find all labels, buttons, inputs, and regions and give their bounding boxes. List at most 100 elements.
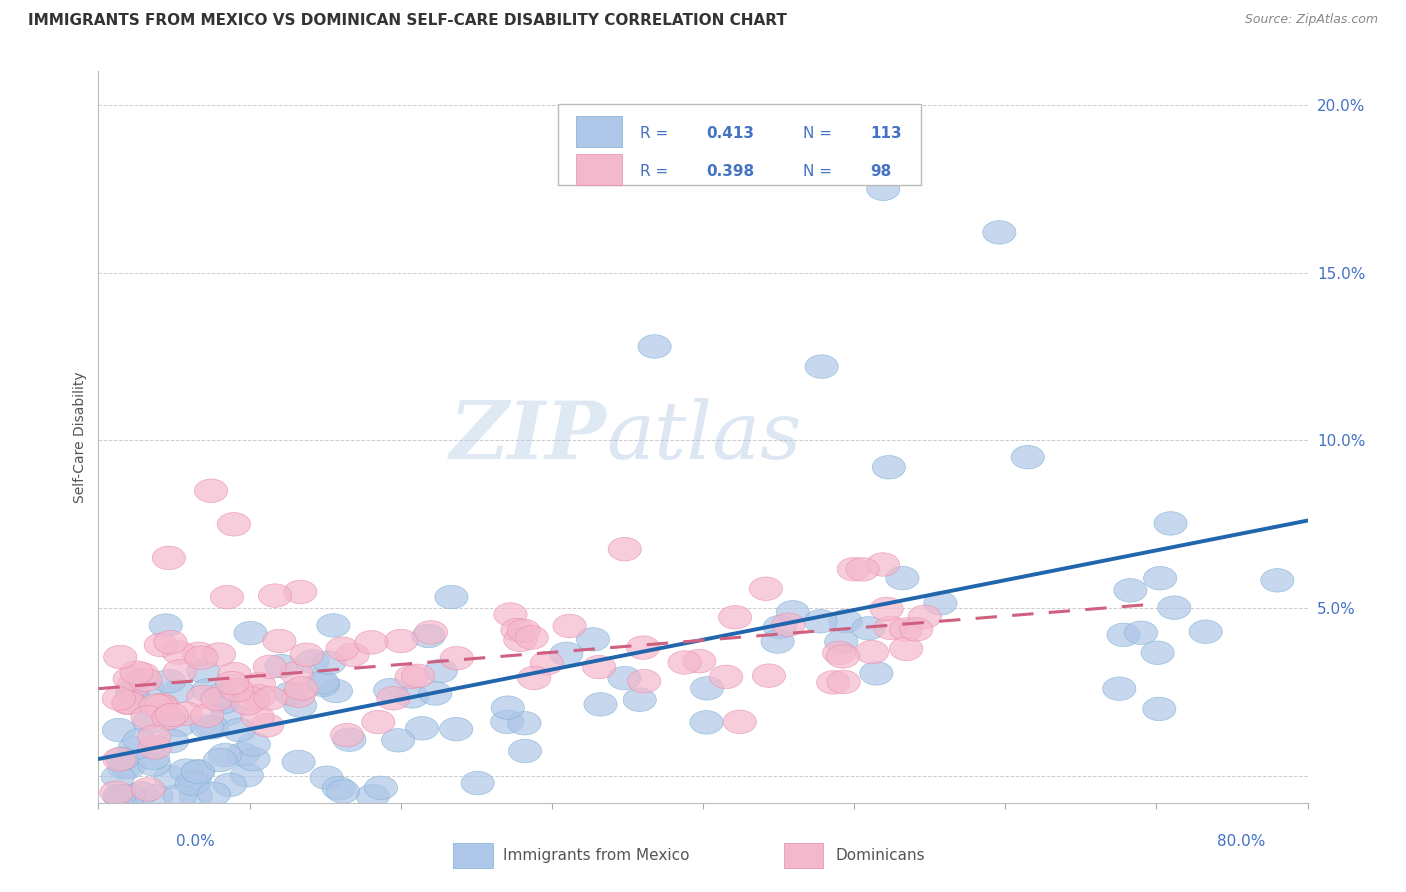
Ellipse shape: [132, 710, 166, 734]
Ellipse shape: [852, 616, 884, 640]
Ellipse shape: [152, 546, 186, 570]
Ellipse shape: [364, 776, 398, 799]
Ellipse shape: [208, 743, 242, 767]
Ellipse shape: [710, 665, 742, 689]
Ellipse shape: [101, 765, 135, 789]
Text: 113: 113: [870, 126, 901, 141]
Ellipse shape: [405, 716, 439, 740]
Ellipse shape: [582, 656, 616, 679]
Ellipse shape: [718, 606, 752, 629]
Ellipse shape: [243, 685, 276, 708]
Ellipse shape: [804, 609, 837, 633]
Ellipse shape: [761, 630, 794, 653]
Ellipse shape: [491, 710, 524, 733]
Ellipse shape: [117, 673, 150, 698]
Ellipse shape: [749, 577, 783, 600]
Ellipse shape: [236, 747, 270, 771]
Text: atlas: atlas: [606, 399, 801, 475]
Ellipse shape: [190, 704, 224, 727]
Ellipse shape: [186, 646, 218, 670]
Ellipse shape: [530, 651, 564, 675]
Ellipse shape: [240, 705, 274, 729]
Ellipse shape: [908, 605, 942, 629]
Ellipse shape: [1011, 445, 1045, 469]
Ellipse shape: [583, 693, 617, 716]
Ellipse shape: [827, 645, 859, 668]
Ellipse shape: [125, 781, 157, 805]
Ellipse shape: [855, 640, 889, 664]
Text: 98: 98: [870, 164, 891, 179]
Ellipse shape: [197, 782, 231, 805]
Ellipse shape: [295, 649, 329, 673]
Ellipse shape: [111, 691, 145, 714]
Ellipse shape: [361, 710, 395, 734]
Y-axis label: Self-Care Disability: Self-Care Disability: [73, 371, 87, 503]
Text: Source: ZipAtlas.com: Source: ZipAtlas.com: [1244, 13, 1378, 27]
Ellipse shape: [131, 706, 165, 729]
Text: R =: R =: [640, 164, 673, 179]
Ellipse shape: [153, 631, 187, 654]
Ellipse shape: [145, 695, 179, 718]
Ellipse shape: [103, 784, 136, 808]
Text: R =: R =: [640, 126, 673, 141]
Ellipse shape: [115, 680, 149, 704]
Ellipse shape: [354, 631, 388, 654]
Ellipse shape: [169, 702, 202, 725]
Ellipse shape: [1125, 621, 1157, 645]
Ellipse shape: [356, 784, 389, 808]
Ellipse shape: [259, 584, 291, 607]
FancyBboxPatch shape: [576, 154, 621, 185]
Ellipse shape: [1143, 566, 1177, 590]
Ellipse shape: [138, 736, 172, 759]
FancyBboxPatch shape: [576, 116, 621, 146]
Ellipse shape: [508, 619, 540, 642]
Ellipse shape: [837, 558, 870, 581]
Ellipse shape: [162, 680, 194, 703]
Ellipse shape: [274, 681, 307, 706]
Ellipse shape: [236, 687, 270, 711]
Ellipse shape: [312, 651, 346, 674]
Ellipse shape: [668, 651, 702, 674]
Ellipse shape: [152, 669, 186, 693]
Ellipse shape: [776, 600, 810, 624]
Ellipse shape: [285, 677, 318, 700]
Ellipse shape: [491, 696, 524, 720]
Ellipse shape: [226, 743, 260, 766]
Ellipse shape: [284, 580, 316, 604]
Ellipse shape: [509, 739, 541, 763]
Ellipse shape: [204, 748, 236, 772]
Ellipse shape: [1261, 568, 1294, 592]
Ellipse shape: [187, 659, 219, 683]
Ellipse shape: [1154, 512, 1187, 535]
Ellipse shape: [139, 694, 173, 717]
Ellipse shape: [609, 537, 641, 561]
Ellipse shape: [202, 643, 236, 666]
Ellipse shape: [627, 636, 659, 659]
Ellipse shape: [195, 715, 229, 739]
Ellipse shape: [211, 702, 243, 726]
Ellipse shape: [1143, 698, 1175, 721]
Ellipse shape: [238, 732, 270, 756]
Ellipse shape: [231, 764, 263, 787]
Ellipse shape: [250, 714, 284, 737]
Ellipse shape: [1107, 624, 1140, 647]
Ellipse shape: [872, 456, 905, 479]
Ellipse shape: [846, 558, 879, 582]
Ellipse shape: [870, 597, 903, 621]
Ellipse shape: [333, 728, 366, 751]
Ellipse shape: [330, 723, 364, 747]
Ellipse shape: [326, 637, 359, 660]
Ellipse shape: [103, 747, 136, 772]
Ellipse shape: [1140, 641, 1174, 665]
Text: IMMIGRANTS FROM MEXICO VS DOMINICAN SELF-CARE DISABILITY CORRELATION CHART: IMMIGRANTS FROM MEXICO VS DOMINICAN SELF…: [28, 13, 787, 29]
Ellipse shape: [104, 645, 136, 669]
Ellipse shape: [221, 678, 253, 702]
Ellipse shape: [326, 780, 360, 803]
Ellipse shape: [772, 613, 804, 637]
Text: 80.0%: 80.0%: [1218, 834, 1265, 849]
Ellipse shape: [576, 628, 610, 651]
Ellipse shape: [103, 718, 135, 742]
Ellipse shape: [145, 633, 177, 657]
Ellipse shape: [112, 667, 146, 690]
Ellipse shape: [553, 615, 586, 638]
